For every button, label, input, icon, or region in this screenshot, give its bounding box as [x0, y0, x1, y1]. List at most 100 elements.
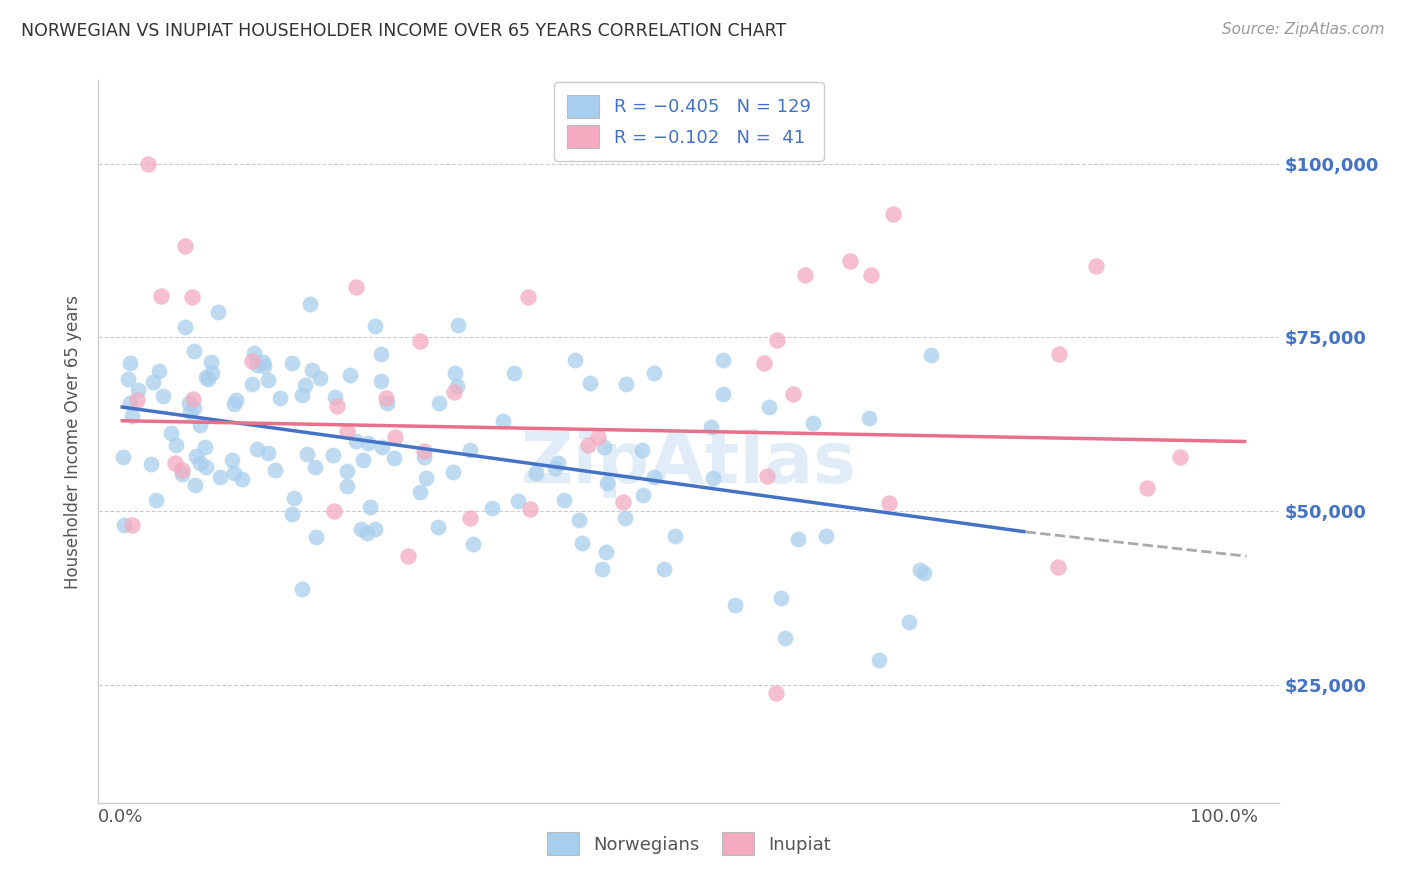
Point — [633, 488, 655, 502]
Point — [322, 448, 344, 462]
Point — [786, 532, 808, 546]
Point — [350, 522, 373, 536]
Point — [427, 395, 450, 409]
Point — [724, 598, 747, 612]
Point — [346, 279, 368, 293]
Point — [264, 462, 287, 476]
Point — [564, 353, 586, 368]
Point — [547, 456, 569, 470]
Point — [242, 376, 264, 391]
Point — [409, 334, 432, 349]
Point — [359, 500, 381, 515]
Point — [898, 615, 921, 629]
Point — [576, 438, 599, 452]
Point — [912, 566, 935, 580]
Point — [165, 456, 187, 470]
Point — [246, 442, 269, 457]
Point — [492, 413, 515, 427]
Point — [195, 460, 218, 475]
Point — [188, 456, 211, 470]
Point — [384, 450, 406, 465]
Point — [591, 562, 613, 576]
Point — [384, 430, 406, 444]
Point — [200, 354, 222, 368]
Point — [643, 366, 665, 380]
Point — [323, 390, 346, 404]
Point — [159, 426, 181, 441]
Point — [165, 437, 187, 451]
Point — [188, 418, 211, 433]
Point — [197, 371, 219, 385]
Text: ZipAtlas: ZipAtlas — [522, 429, 856, 498]
Point — [305, 530, 328, 544]
Point — [181, 392, 204, 406]
Legend: Norwegians, Inupiat: Norwegians, Inupiat — [536, 822, 842, 866]
Point — [207, 305, 229, 319]
Point — [481, 500, 503, 515]
Point — [858, 411, 880, 425]
Point — [283, 491, 305, 505]
Point — [121, 517, 143, 532]
Point — [443, 385, 465, 400]
Point — [208, 469, 231, 483]
Point — [766, 333, 789, 347]
Point — [1168, 450, 1191, 465]
Point — [711, 386, 734, 401]
Point — [770, 591, 793, 606]
Point — [458, 442, 481, 457]
Point — [363, 318, 385, 333]
Point — [370, 374, 392, 388]
Point — [765, 686, 787, 700]
Point — [240, 353, 263, 368]
Point — [579, 376, 602, 391]
Point — [299, 296, 322, 310]
Point — [118, 395, 141, 409]
Point — [170, 463, 193, 477]
Point — [243, 346, 266, 360]
Point — [344, 434, 367, 448]
Point — [121, 409, 143, 423]
Point — [149, 289, 172, 303]
Text: Source: ZipAtlas.com: Source: ZipAtlas.com — [1222, 22, 1385, 37]
Point — [371, 440, 394, 454]
Point — [221, 452, 243, 467]
Point — [141, 457, 163, 471]
Point — [879, 495, 901, 509]
Point — [336, 479, 359, 493]
Point — [593, 440, 616, 454]
Point — [170, 467, 193, 481]
Point — [882, 207, 904, 221]
Point — [118, 356, 141, 370]
Point — [301, 362, 323, 376]
Point — [222, 466, 245, 480]
Point — [910, 563, 932, 577]
Point — [375, 395, 398, 409]
Point — [838, 254, 860, 268]
Point — [654, 562, 676, 576]
Point — [612, 494, 634, 508]
Point — [174, 239, 197, 253]
Point — [441, 466, 464, 480]
Point — [396, 549, 419, 563]
Point — [356, 526, 378, 541]
Point — [177, 396, 200, 410]
Point — [413, 444, 436, 458]
Point — [370, 346, 392, 360]
Point — [184, 478, 207, 492]
Point — [571, 536, 593, 550]
Point — [252, 355, 274, 369]
Point — [174, 320, 197, 334]
Point — [458, 510, 481, 524]
Point — [225, 393, 247, 408]
Point — [413, 450, 436, 465]
Point — [444, 367, 467, 381]
Point — [253, 359, 276, 373]
Point — [142, 375, 165, 389]
Point — [508, 493, 530, 508]
Point — [614, 376, 637, 391]
Point — [336, 464, 359, 478]
Point — [127, 383, 149, 397]
Point — [291, 582, 314, 597]
Point — [711, 352, 734, 367]
Point — [294, 378, 316, 392]
